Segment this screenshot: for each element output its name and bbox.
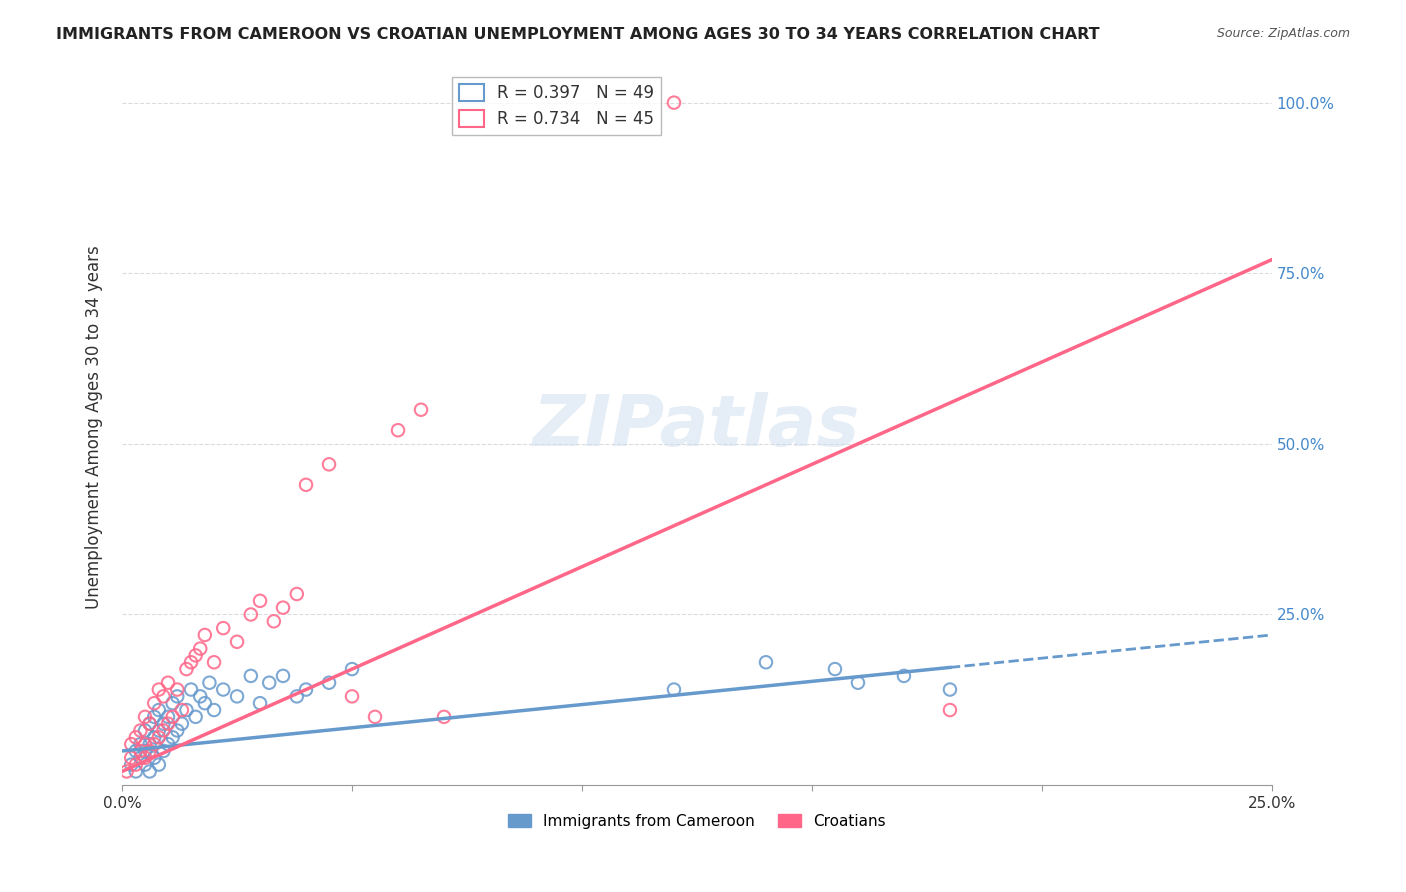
Point: [134, 710, 156, 724]
Point: [824, 662, 846, 676]
Point: [180, 655, 202, 669]
Point: [166, 682, 188, 697]
Point: [846, 675, 869, 690]
Point: [138, 737, 160, 751]
Point: [143, 696, 166, 710]
Point: [184, 648, 207, 663]
Point: [134, 723, 156, 738]
Point: [138, 716, 160, 731]
Point: [340, 690, 363, 704]
Point: [170, 703, 193, 717]
Point: [129, 751, 152, 765]
Point: [212, 682, 235, 697]
Point: [134, 757, 156, 772]
Point: [180, 682, 202, 697]
Point: [662, 682, 685, 697]
Point: [166, 690, 188, 704]
Point: [318, 458, 340, 472]
Point: [162, 710, 184, 724]
Point: [295, 682, 318, 697]
Point: [387, 423, 409, 437]
Point: [138, 716, 160, 731]
Point: [184, 710, 207, 724]
Point: [755, 655, 778, 669]
Text: ZIPatlas: ZIPatlas: [533, 392, 860, 461]
Text: Source: ZipAtlas.com: Source: ZipAtlas.com: [1216, 27, 1350, 40]
Point: [148, 703, 170, 717]
Point: [115, 764, 138, 779]
Point: [134, 744, 156, 758]
Point: [152, 690, 174, 704]
Point: [125, 744, 148, 758]
Point: [120, 757, 142, 772]
Point: [202, 655, 225, 669]
Point: [239, 607, 262, 622]
Point: [152, 723, 174, 738]
Point: [295, 478, 318, 492]
Point: [152, 716, 174, 731]
Point: [198, 675, 221, 690]
Point: [157, 675, 180, 690]
Point: [271, 669, 294, 683]
Point: [125, 731, 148, 745]
Point: [194, 628, 217, 642]
Point: [188, 690, 211, 704]
Point: [138, 744, 160, 758]
Point: [340, 662, 363, 676]
Point: [188, 641, 211, 656]
Point: [148, 731, 170, 745]
Point: [226, 634, 249, 648]
Point: [148, 723, 170, 738]
Point: [271, 600, 294, 615]
Point: [129, 737, 152, 751]
Point: [125, 764, 148, 779]
Point: [176, 703, 198, 717]
Text: IMMIGRANTS FROM CAMEROON VS CROATIAN UNEMPLOYMENT AMONG AGES 30 TO 34 YEARS CORR: IMMIGRANTS FROM CAMEROON VS CROATIAN UNE…: [56, 27, 1099, 42]
Point: [138, 764, 160, 779]
Point: [409, 402, 432, 417]
Point: [129, 723, 152, 738]
Point: [249, 696, 271, 710]
Point: [939, 703, 962, 717]
Point: [239, 669, 262, 683]
Point: [143, 710, 166, 724]
Point: [166, 723, 188, 738]
Point: [162, 731, 184, 745]
Point: [662, 95, 685, 110]
Point: [120, 751, 142, 765]
Point: [285, 690, 308, 704]
Point: [157, 710, 180, 724]
Point: [263, 615, 285, 629]
Point: [148, 757, 170, 772]
Point: [120, 737, 142, 751]
Point: [134, 737, 156, 751]
Point: [143, 751, 166, 765]
Point: [134, 751, 156, 765]
Point: [194, 696, 217, 710]
Point: [157, 716, 180, 731]
Point: [226, 690, 249, 704]
Point: [170, 716, 193, 731]
Y-axis label: Unemployment Among Ages 30 to 34 years: Unemployment Among Ages 30 to 34 years: [86, 245, 103, 608]
Point: [893, 669, 915, 683]
Point: [152, 744, 174, 758]
Point: [143, 737, 166, 751]
Point: [939, 682, 962, 697]
Point: [249, 594, 271, 608]
Point: [162, 696, 184, 710]
Point: [212, 621, 235, 635]
Point: [318, 675, 340, 690]
Point: [157, 737, 180, 751]
Point: [129, 744, 152, 758]
Point: [176, 662, 198, 676]
Point: [257, 675, 280, 690]
Point: [364, 710, 387, 724]
Point: [285, 587, 308, 601]
Point: [148, 682, 170, 697]
Point: [125, 757, 148, 772]
Point: [433, 710, 456, 724]
Point: [202, 703, 225, 717]
Legend: Immigrants from Cameroon, Croatians: Immigrants from Cameroon, Croatians: [502, 807, 891, 835]
Point: [143, 731, 166, 745]
